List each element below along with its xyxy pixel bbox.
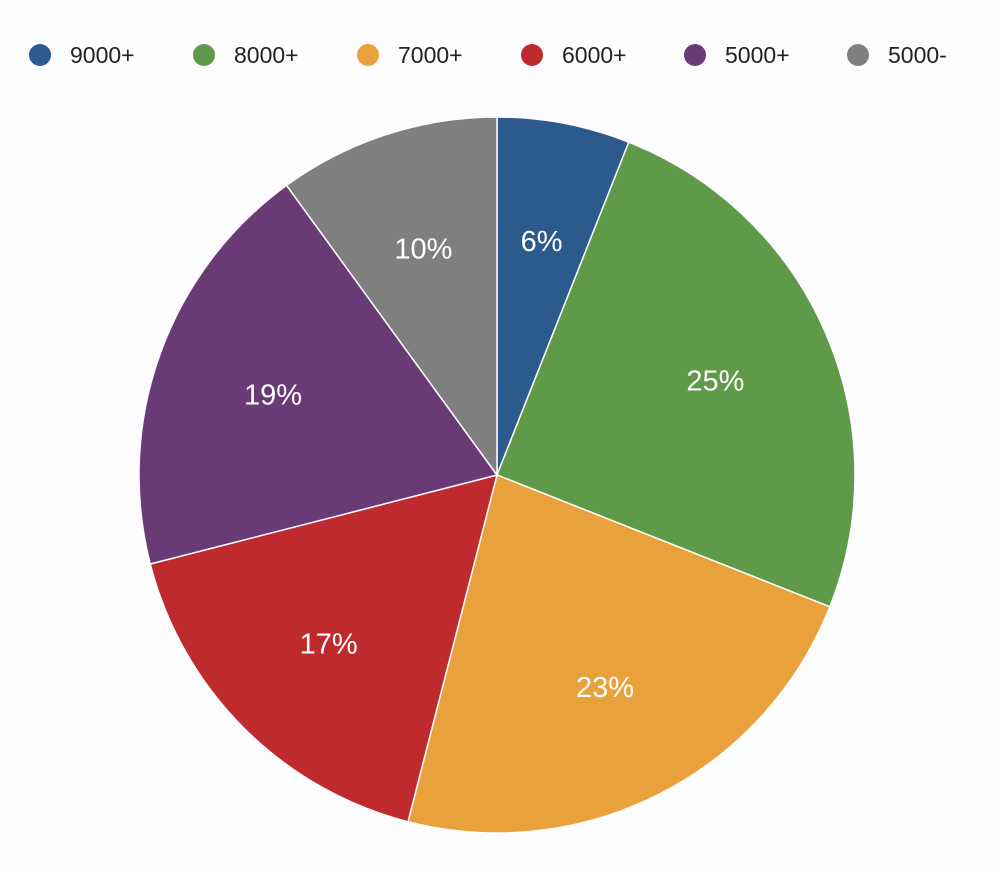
legend-label: 5000- bbox=[888, 41, 947, 68]
pie-slice-5000- bbox=[285, 116, 498, 478]
legend-label: 8000+ bbox=[234, 41, 299, 68]
legend-item: 5000+ bbox=[684, 38, 790, 72]
legend-item: 9000+ bbox=[29, 38, 135, 72]
legend-item: 6000+ bbox=[521, 38, 627, 72]
legend-swatch bbox=[193, 44, 215, 66]
legend-swatch bbox=[357, 44, 379, 66]
legend-label: 5000+ bbox=[725, 41, 790, 68]
legend-item: 7000+ bbox=[357, 38, 463, 72]
legend-label: 7000+ bbox=[398, 41, 463, 68]
slice-label: 23% bbox=[576, 672, 634, 704]
pie-slice-9000+ bbox=[496, 116, 630, 476]
legend-swatch bbox=[521, 44, 543, 66]
legend-item: 8000+ bbox=[193, 38, 299, 72]
slice-label: 25% bbox=[686, 365, 744, 397]
pie-slice-8000+ bbox=[496, 141, 856, 608]
legend-swatch bbox=[684, 44, 706, 66]
pie-slice-7000+ bbox=[407, 473, 831, 834]
slice-label: 10% bbox=[394, 234, 452, 266]
pie-slice-6000+ bbox=[149, 473, 499, 823]
legend-label: 9000+ bbox=[70, 41, 135, 68]
slice-label: 19% bbox=[244, 379, 302, 411]
legend-swatch bbox=[847, 44, 869, 66]
legend-swatch bbox=[29, 44, 51, 66]
pie-slice-5000+ bbox=[138, 184, 499, 565]
legend-label: 6000+ bbox=[562, 41, 627, 68]
slice-label: 6% bbox=[521, 226, 563, 258]
legend: 9000+ 8000+ 7000+ 6000+ 5000+ 5000- bbox=[0, 38, 1000, 72]
slice-label: 17% bbox=[300, 628, 358, 660]
legend-item: 5000- bbox=[847, 38, 947, 72]
